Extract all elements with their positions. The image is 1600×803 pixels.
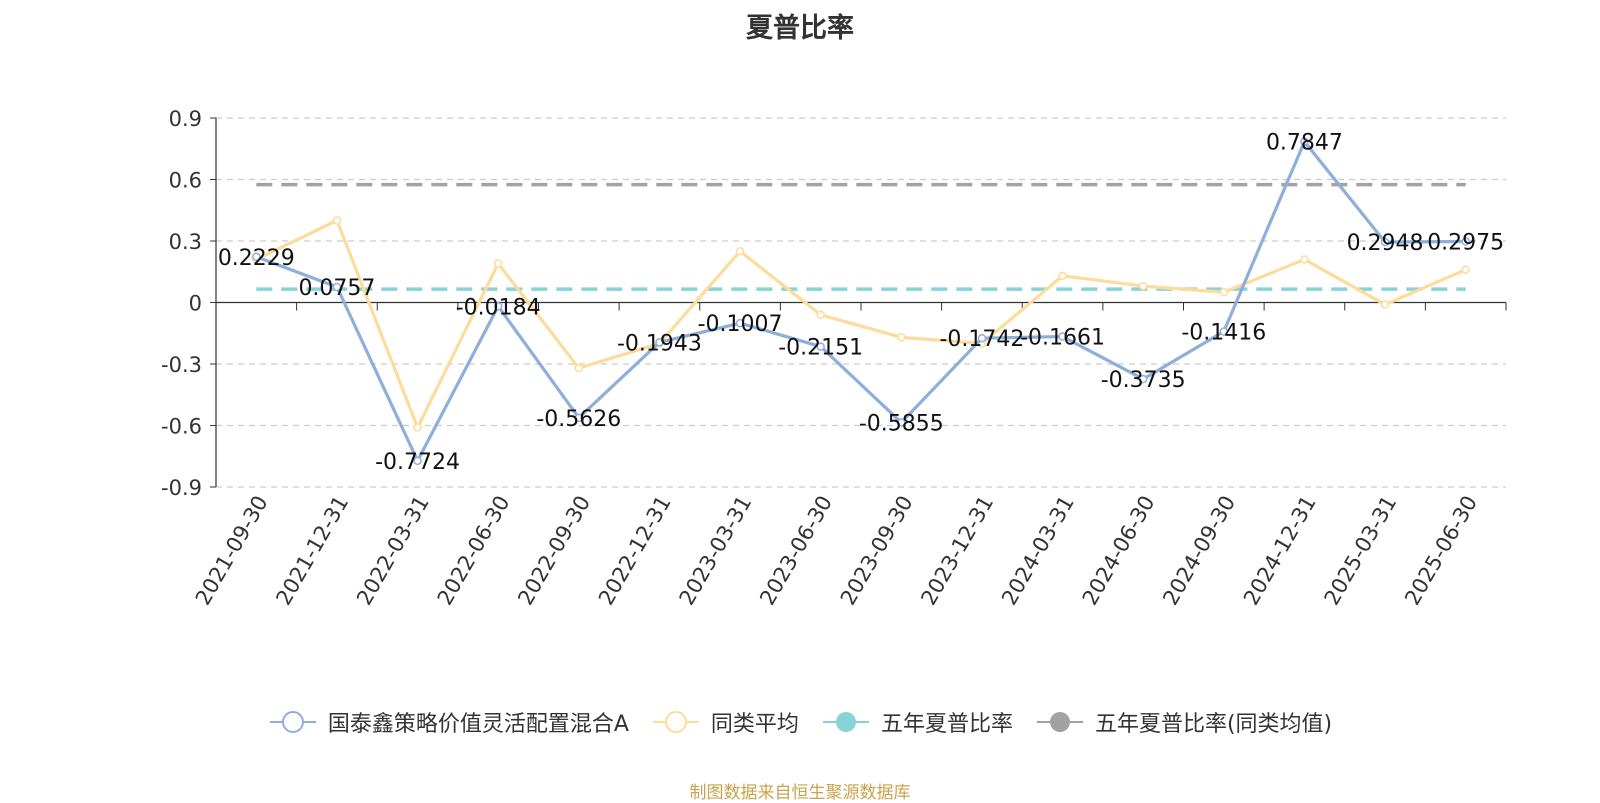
fund-data-label: -0.1943	[617, 331, 702, 356]
fund-point	[1138, 374, 1148, 384]
x-tick-label: 2025-03-31	[1320, 492, 1402, 610]
x-tick-label: 2024-03-31	[997, 492, 1079, 610]
legend: 国泰鑫策略价值灵活配置混合A 同类平均 五年夏普比率 五年夏普比率(同类均值)	[0, 706, 1600, 738]
fund-point	[1058, 332, 1067, 341]
fund-point	[735, 318, 745, 328]
legend-line-dot-icon	[1036, 712, 1083, 732]
peer-average-point	[1461, 265, 1470, 274]
fund-point	[1219, 327, 1229, 336]
fund-data-label: -0.7724	[375, 450, 460, 475]
x-tick-label: 2023-06-30	[755, 492, 837, 610]
fund-data-label: -0.0184	[456, 295, 541, 320]
fund-data-label: 0.2975	[1427, 231, 1504, 256]
fund-point	[252, 252, 261, 262]
fund-data-label: -0.5855	[859, 412, 944, 437]
x-tick-label: 2024-09-30	[1158, 492, 1240, 610]
fund-point	[332, 282, 342, 292]
x-tick-label: 2021-09-30	[191, 492, 273, 610]
legend-item-five-year-sharpe-peer[interactable]: 五年夏普比率(同类均值)	[1035, 706, 1332, 738]
source-note: 制图数据来自恒生聚源数据库	[689, 783, 911, 803]
peer-average-point	[493, 259, 503, 268]
fund-point	[897, 418, 906, 427]
fund-point	[1380, 237, 1390, 247]
y-tick-label: -0.3	[161, 353, 202, 377]
peer-average-point	[897, 333, 906, 342]
legend-line-dot-icon	[822, 712, 869, 732]
legend-item-peer-average[interactable]: 同类平均	[651, 706, 799, 738]
x-tick-label: 2022-09-30	[513, 492, 595, 610]
fund-data-label: -0.5626	[536, 407, 621, 432]
fund-data-label: 0.7847	[1266, 131, 1343, 156]
fund-point	[977, 333, 987, 343]
legend-label-peer-average: 同类平均	[710, 712, 799, 737]
peer-average-point	[413, 423, 422, 432]
y-tick-label: -0.6	[161, 415, 202, 439]
fund-data-label: -0.1416	[1181, 321, 1266, 346]
peer-average-point	[1138, 281, 1148, 291]
peer-average-point	[1380, 300, 1390, 309]
fund-point	[1300, 137, 1309, 146]
fund-point	[493, 302, 503, 311]
x-tick-label: 2021-12-31	[271, 492, 353, 610]
fund-point	[816, 342, 825, 351]
legend-item-fund[interactable]: 国泰鑫策略价值灵活配置混合A	[268, 706, 629, 738]
y-tick-label: 0.9	[169, 107, 202, 131]
fund-point	[655, 338, 664, 347]
x-tick-label: 2022-06-30	[433, 492, 515, 610]
series-lines	[252, 137, 1470, 466]
fund-point	[1461, 237, 1470, 246]
legend-label-five-year-sharpe: 五年夏普比率	[880, 712, 1013, 737]
y-tick-label: -0.9	[161, 476, 202, 500]
y-tick-label: 0	[189, 292, 202, 316]
fund-data-label: -0.3735	[1101, 368, 1186, 393]
x-tick-label: 2024-06-30	[1078, 492, 1160, 610]
peer-average-point	[816, 310, 825, 320]
peer-average-point	[332, 216, 342, 225]
fund-point	[413, 456, 422, 466]
legend-line-circle-icon	[269, 711, 316, 733]
peer-average-point	[574, 363, 584, 373]
x-tick-label: 2024-12-31	[1239, 492, 1321, 610]
legend-label-five-year-sharpe-peer: 五年夏普比率(同类均值)	[1094, 712, 1333, 737]
fund-data-label: 0.2948	[1347, 231, 1424, 256]
grid-lines	[216, 117, 1506, 488]
y-tick-label: 0.6	[169, 169, 202, 193]
y-tick-label: 0.3	[169, 230, 202, 254]
legend-item-five-year-sharpe[interactable]: 五年夏普比率	[821, 706, 1013, 738]
peer-average-point	[735, 247, 745, 256]
legend-label-fund: 国泰鑫策略价值灵活配置混合A	[327, 712, 629, 737]
peer-average-point	[1058, 271, 1067, 281]
legend-line-circle-icon	[652, 711, 699, 733]
x-tick-label: 2022-12-31	[594, 492, 676, 610]
peer-average-line	[255, 218, 1467, 430]
fund-data-label: -0.1742	[939, 327, 1024, 352]
x-tick-label: 2023-09-30	[836, 492, 918, 610]
chart-title: 夏普比率	[746, 13, 854, 44]
x-tick-label: 2023-12-31	[916, 492, 998, 610]
fund-data-label: -0.2151	[778, 336, 863, 361]
x-tick-label: 2022-03-31	[352, 492, 434, 610]
fund-line	[255, 140, 1466, 463]
peer-average-point	[1300, 255, 1309, 264]
reference-lines	[256, 182, 1466, 291]
fund-point	[574, 413, 584, 423]
fund-data-label: 0.2229	[218, 246, 295, 271]
fund-data-label: 0.0757	[298, 276, 375, 301]
peer-average-point	[1219, 288, 1229, 297]
fund-data-label: -0.1007	[698, 312, 783, 337]
x-tick-label: 2025-06-30	[1400, 492, 1482, 610]
x-tick-label: 2023-03-31	[675, 492, 757, 610]
fund-data-label: -0.1661	[1020, 326, 1105, 351]
